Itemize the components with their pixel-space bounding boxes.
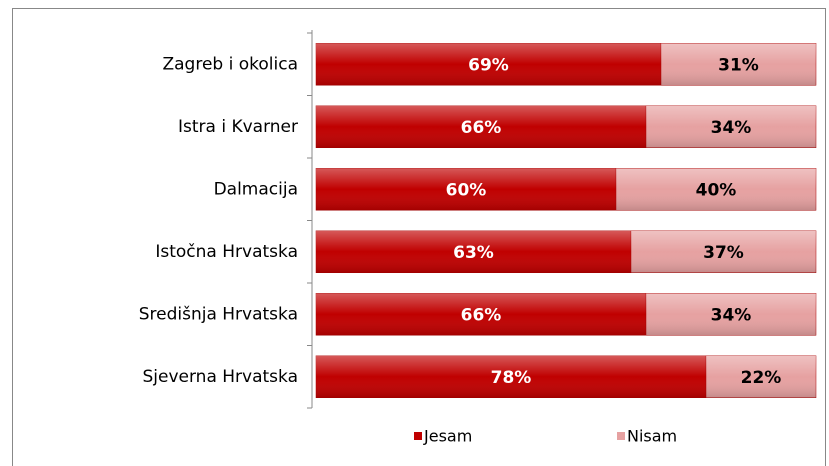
bar-shine (661, 43, 816, 86)
data-label: 66% (461, 118, 502, 138)
category-label: Istočna Hrvatska (155, 242, 298, 262)
category-label: Zagreb i okolica (162, 54, 298, 74)
bar-shine (316, 230, 631, 273)
data-label: 78% (491, 368, 532, 388)
bar-shine (646, 293, 816, 336)
data-label: 60% (446, 180, 487, 200)
data-label: 31% (718, 55, 759, 75)
data-label: 37% (703, 243, 744, 263)
bar-shine (646, 105, 816, 148)
data-label: 34% (711, 305, 752, 325)
data-label: 69% (468, 55, 509, 75)
data-label: 40% (696, 180, 737, 200)
bar-shine (316, 293, 646, 336)
legend-swatch (414, 432, 422, 440)
category-label: Sjeverna Hrvatska (142, 367, 298, 387)
legend-label: Jesam (423, 427, 472, 446)
bar-shine (316, 43, 661, 86)
bar-shine (316, 355, 706, 398)
bar-shine (316, 105, 646, 148)
legend-label: Nisam (627, 427, 677, 446)
category-label: Dalmacija (214, 179, 298, 199)
category-label: Središnja Hrvatska (139, 304, 298, 324)
data-label: 22% (741, 368, 782, 388)
bar-shine (706, 355, 816, 398)
legend-swatch (617, 432, 625, 440)
bar-shine (616, 168, 816, 211)
category-label: Istra i Kvarner (178, 117, 298, 137)
data-label: 63% (453, 243, 494, 263)
bar-shine (316, 168, 616, 211)
bar-shine (631, 230, 816, 273)
data-label: 34% (711, 118, 752, 138)
data-label: 66% (461, 305, 502, 325)
